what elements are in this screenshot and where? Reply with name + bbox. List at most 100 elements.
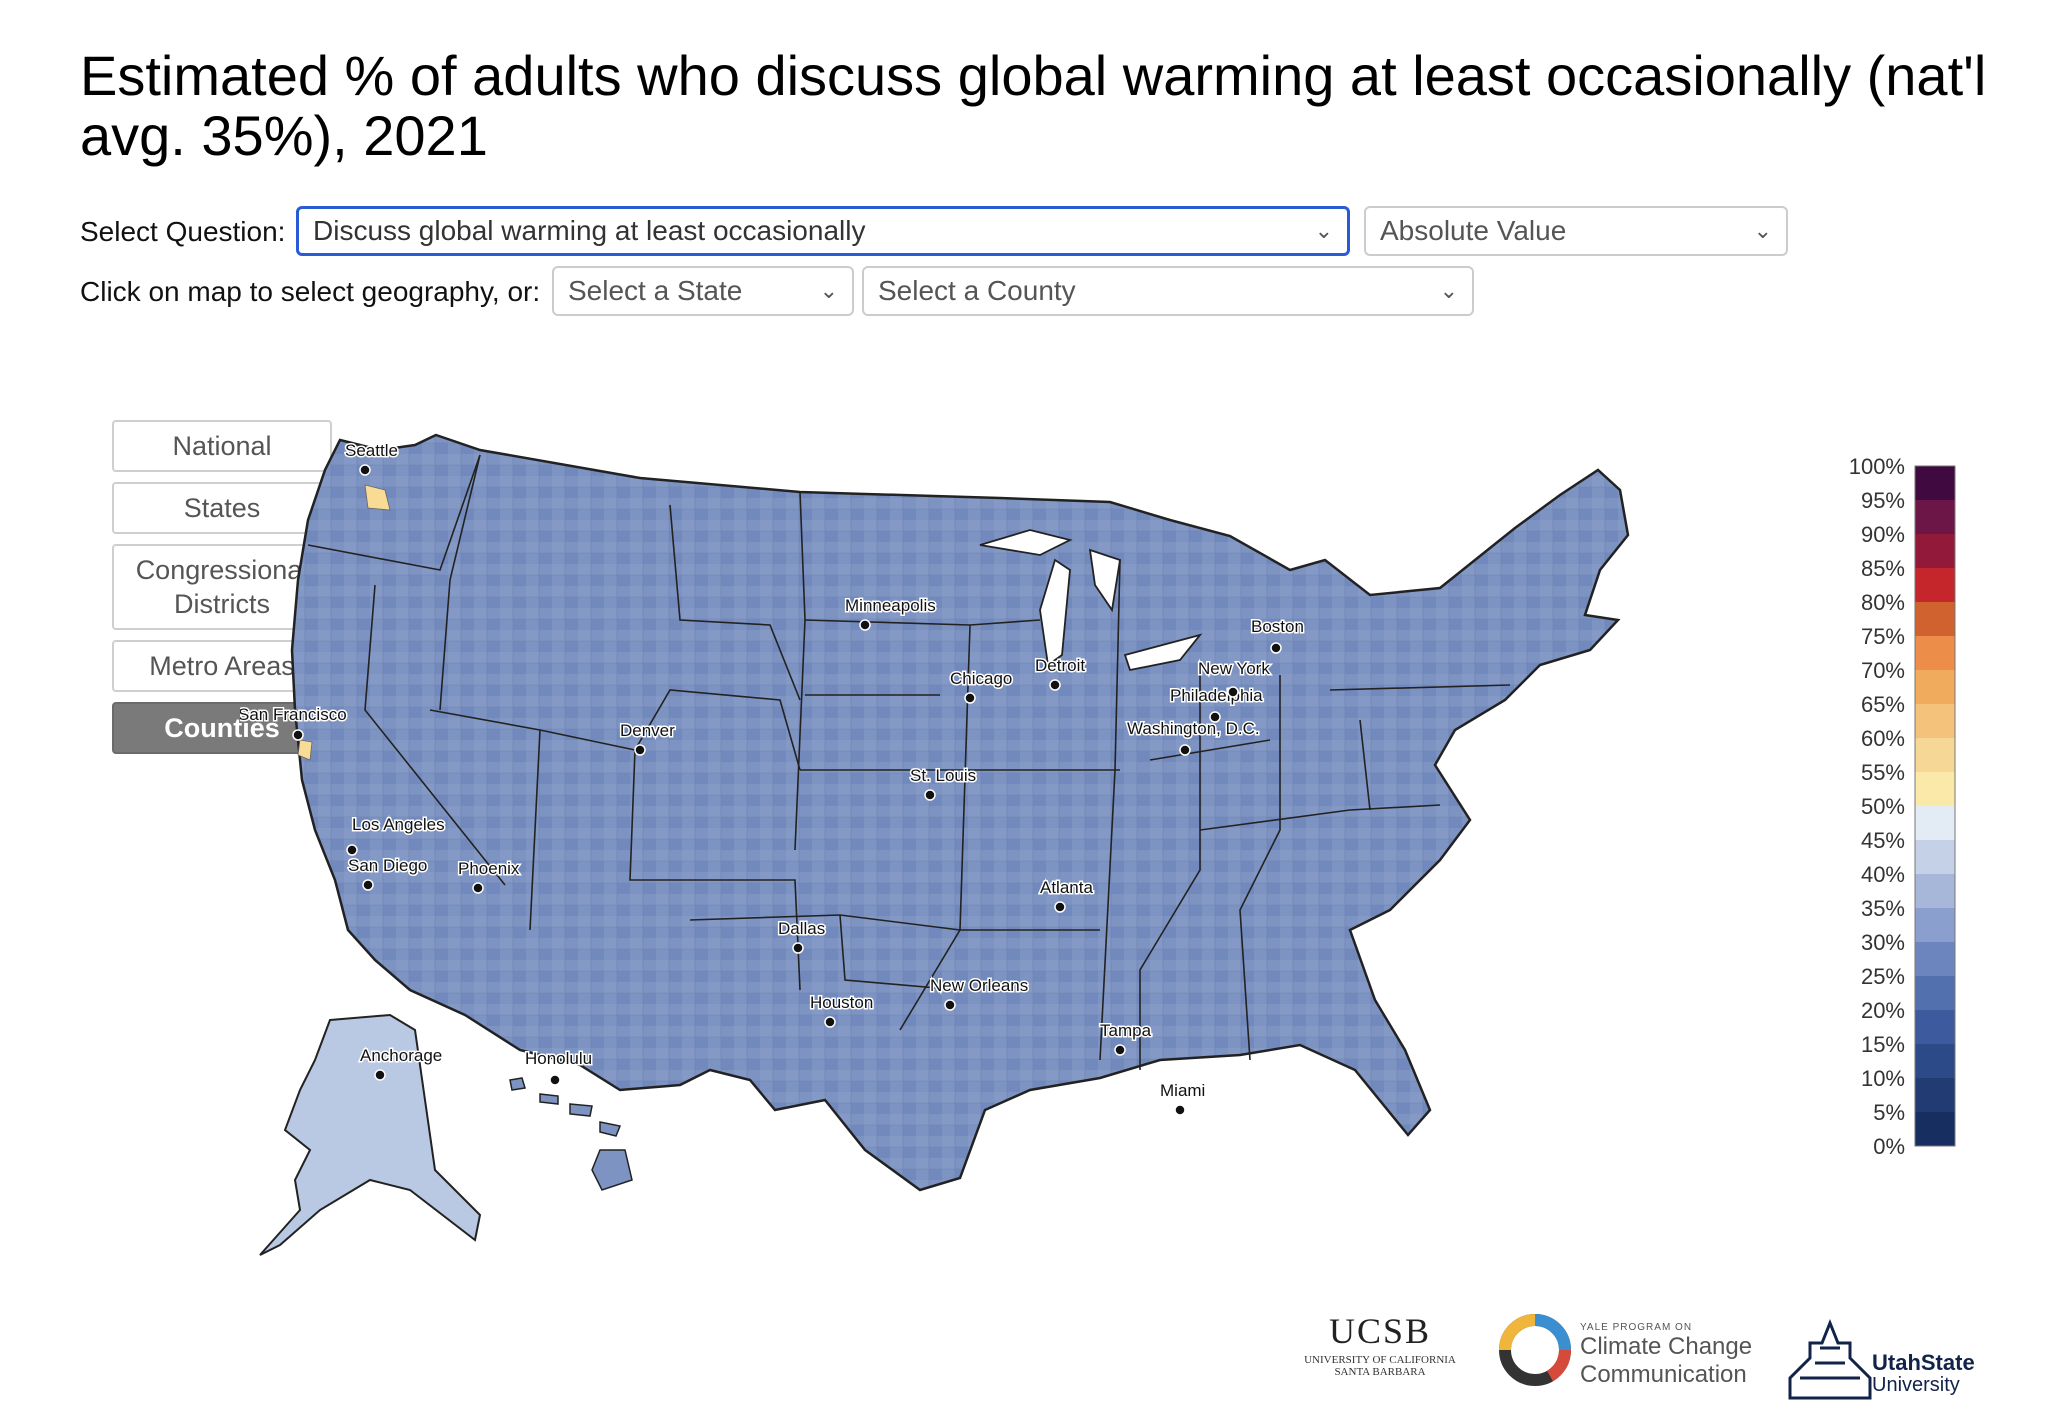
- legend-swatch: [1915, 534, 1955, 568]
- city-marker: [944, 999, 956, 1011]
- hawaii-shape[interactable]: [509, 1077, 633, 1191]
- select-question-label: Select Question:: [80, 216, 286, 247]
- geo-button-label: National: [172, 431, 272, 461]
- legend-label: 65%: [1860, 692, 1905, 717]
- legend-label: 75%: [1860, 624, 1905, 649]
- city-label: New York: [1198, 659, 1270, 678]
- geo-button-states[interactable]: States: [112, 482, 332, 534]
- legend-swatch: [1915, 670, 1955, 704]
- city-marker: [824, 1016, 836, 1028]
- city-marker: [1054, 901, 1066, 913]
- city-marker: [374, 1069, 386, 1081]
- choropleth-map[interactable]: Seattle San Francisco Los Angeles San Diego…: [240, 410, 1760, 1310]
- city-marker: [1270, 642, 1282, 654]
- city-label: San Francisco: [240, 705, 347, 724]
- city-marker: [1114, 1044, 1126, 1056]
- question-select[interactable]: Discuss global warming at least occasion…: [296, 206, 1350, 256]
- legend-label: 35%: [1860, 896, 1905, 921]
- legend-swatch: [1915, 500, 1955, 534]
- city-label: Tampa: [1100, 1021, 1152, 1040]
- legend-swatch: [1915, 976, 1955, 1010]
- city-label: Philadelphia: [1170, 686, 1263, 705]
- city-marker: [634, 744, 646, 756]
- legend-label: 15%: [1860, 1032, 1905, 1057]
- city-marker: [1179, 744, 1191, 756]
- highlight-county-seattle[interactable]: [364, 484, 391, 511]
- city-label: Boston: [1251, 617, 1304, 636]
- legend-label: 70%: [1860, 658, 1905, 683]
- legend-label: 30%: [1860, 930, 1905, 955]
- county-select-placeholder: Select a County: [878, 275, 1076, 306]
- city-label: Dallas: [778, 919, 825, 938]
- city-marker: [859, 619, 871, 631]
- chevron-down-icon: ⌄: [1439, 278, 1458, 303]
- geo-button-label: States: [183, 493, 261, 523]
- city-label: Houston: [810, 993, 873, 1012]
- city-label: Los Angeles: [352, 815, 445, 834]
- ucsb-logo: UCSB UNIVERSITY OF CALIFORNIA SANTA BARB…: [1290, 1310, 1470, 1378]
- select-geography-label: Click on map to select geography, or:: [80, 276, 541, 307]
- legend-swatch: [1915, 942, 1955, 976]
- chevron-down-icon: ⌄: [1314, 218, 1333, 243]
- legend-frame: [1914, 465, 1956, 1147]
- legend-swatch: [1915, 1112, 1955, 1146]
- city-label: New Orleans: [930, 976, 1028, 995]
- legend-label: 50%: [1860, 794, 1905, 819]
- city-label: Miami: [1160, 1081, 1205, 1100]
- county-select[interactable]: Select a County ⌄: [862, 266, 1474, 316]
- ucsb-logo-sub1: UNIVERSITY OF CALIFORNIA: [1304, 1354, 1456, 1366]
- legend-label: 40%: [1860, 862, 1905, 887]
- city-label: Minneapolis: [845, 596, 936, 615]
- great-lakes: [979, 529, 1203, 672]
- usu-building-icon: [1788, 1318, 1872, 1400]
- legend-label: 85%: [1860, 556, 1905, 581]
- legend-label: 45%: [1860, 828, 1905, 853]
- city-marker: [792, 942, 804, 954]
- legend-label: 5%: [1873, 1100, 1905, 1125]
- city-label: Seattle: [345, 441, 398, 460]
- city-marker: [549, 1074, 561, 1086]
- legend-label: 55%: [1860, 760, 1905, 785]
- state-select-placeholder: Select a State: [568, 275, 743, 306]
- city-label: Atlanta: [1040, 878, 1093, 897]
- legend-swatch: [1915, 602, 1955, 636]
- city-marker: [346, 844, 358, 856]
- measure-select[interactable]: Absolute Value ⌄: [1364, 206, 1788, 256]
- alaska-shape[interactable]: [259, 1013, 482, 1256]
- yccc-logo: YALE PROGRAM ON Climate Change Communica…: [1580, 1322, 1780, 1389]
- legend-swatch: [1915, 636, 1955, 670]
- legend-swatch: [1915, 908, 1955, 942]
- city-marker: [292, 729, 304, 741]
- usu-logo-line2: University: [1872, 1374, 1960, 1396]
- state-select[interactable]: Select a State ⌄: [552, 266, 854, 316]
- legend-swatch: [1915, 466, 1955, 500]
- city-marker: [1209, 711, 1221, 723]
- city-label: Denver: [620, 721, 675, 740]
- city-marker: [472, 882, 484, 894]
- ucsb-logo-main: UCSB: [1328, 1311, 1432, 1351]
- geo-button-label: Metro Areas: [149, 651, 295, 681]
- city-label: Washington, D.C.: [1127, 719, 1260, 738]
- geo-button-national[interactable]: National: [112, 420, 332, 472]
- city-marker: [1174, 1104, 1186, 1116]
- contiguous-us-shape[interactable]: [290, 433, 1630, 1192]
- legend-swatch: [1915, 1078, 1955, 1112]
- usu-logo-line1: UtahState: [1872, 1350, 1975, 1375]
- highlight-county-sf[interactable]: [297, 739, 313, 761]
- legend-label: 90%: [1860, 522, 1905, 547]
- city-marker: [359, 464, 371, 476]
- legend-label: 95%: [1860, 488, 1905, 513]
- question-select-value: Discuss global warming at least occasion…: [313, 215, 866, 246]
- city-marker: [924, 789, 936, 801]
- state-borders: [307, 454, 1511, 1070]
- color-legend: [1914, 465, 1956, 1147]
- city-label: Phoenix: [458, 859, 520, 878]
- city-marker: [362, 879, 374, 891]
- geo-button-label: Counties: [164, 713, 280, 743]
- city-label: Honolulu: [525, 1049, 592, 1068]
- legend-swatch: [1915, 772, 1955, 806]
- legend-label: 10%: [1860, 1066, 1905, 1091]
- chevron-down-icon: ⌄: [819, 278, 838, 303]
- legend-label: 25%: [1860, 964, 1905, 989]
- geo-button-label: Congressional Districts: [135, 555, 309, 619]
